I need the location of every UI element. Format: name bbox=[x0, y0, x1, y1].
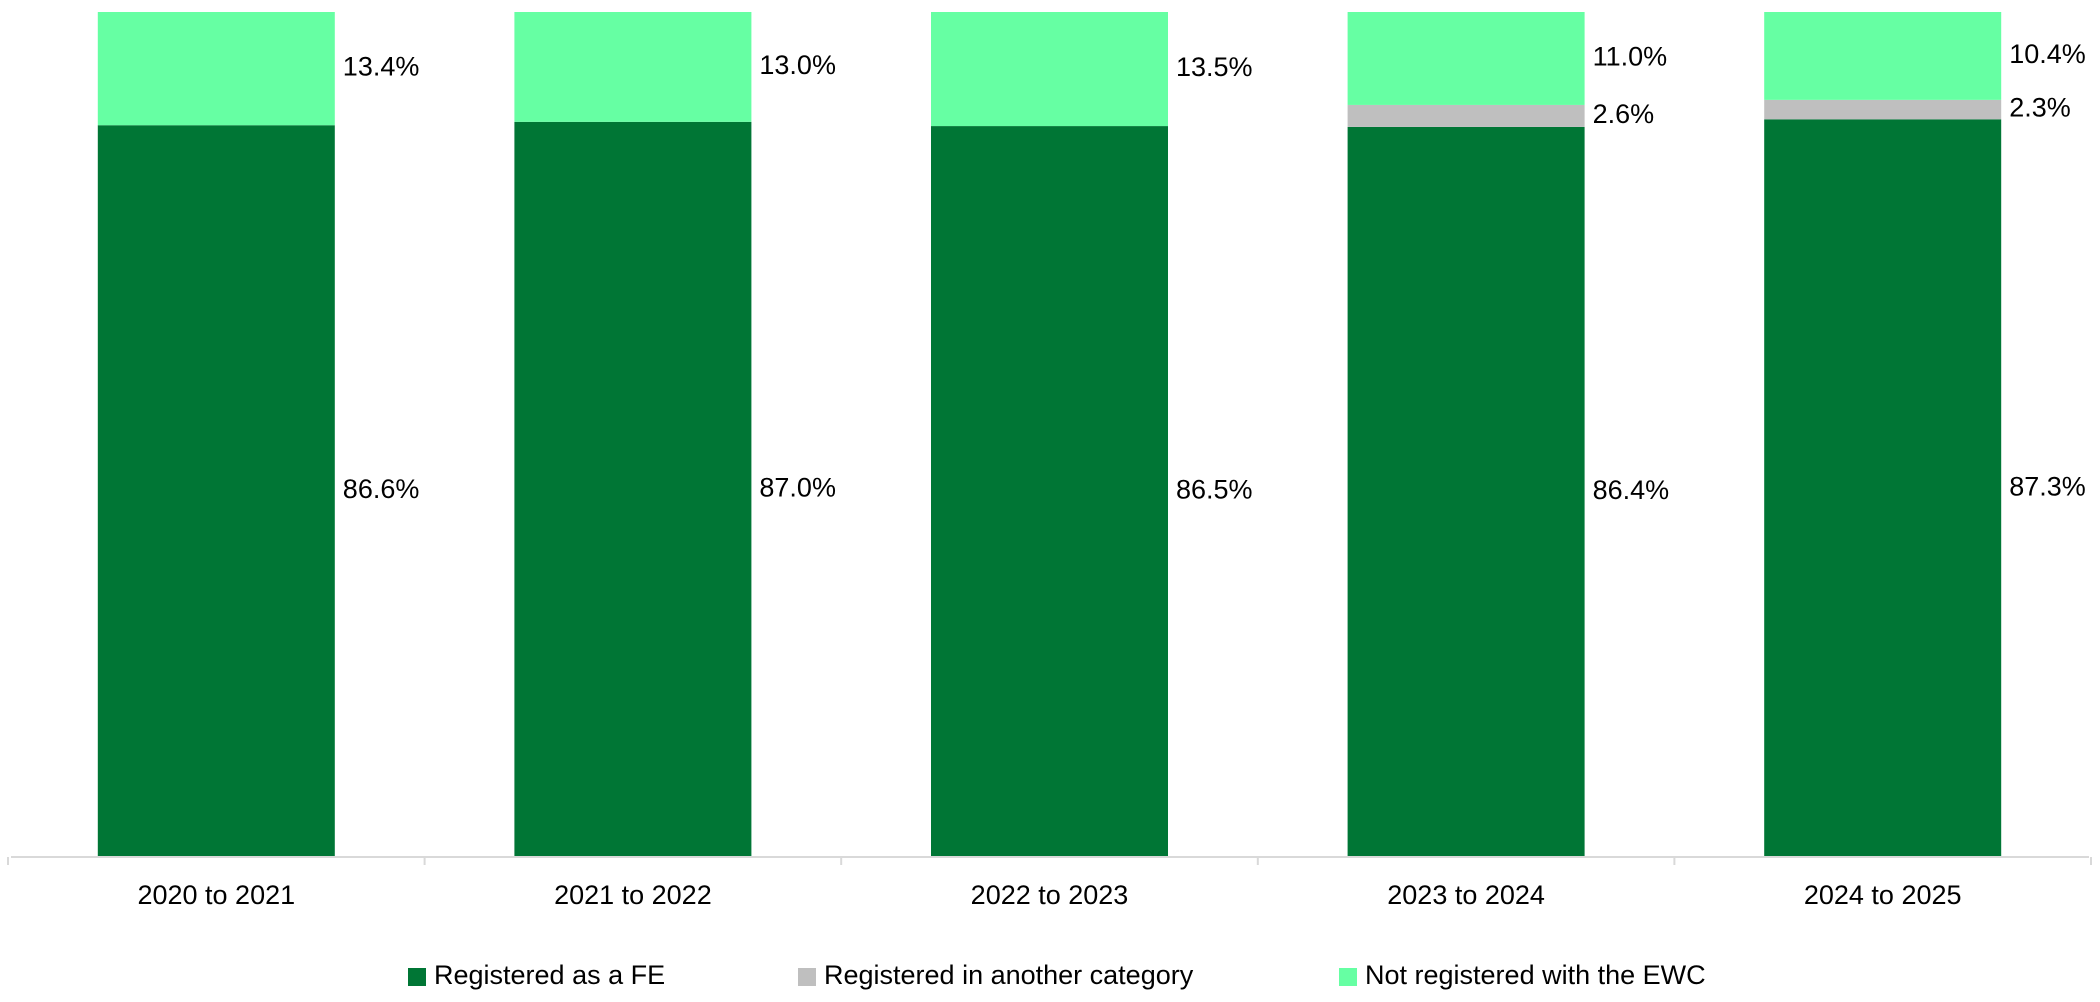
legend-label: Registered in another category bbox=[824, 960, 1194, 990]
data-label: 87.3% bbox=[2009, 471, 2086, 501]
bar-segment bbox=[1347, 126, 1585, 858]
data-label: 13.5% bbox=[1176, 52, 1253, 82]
legend-label: Registered as a FE bbox=[434, 960, 665, 990]
x-tick-label: 2024 to 2025 bbox=[1804, 880, 1962, 910]
bar-segment bbox=[97, 125, 335, 858]
legend-swatch bbox=[408, 968, 426, 986]
data-label: 87.0% bbox=[759, 473, 836, 503]
data-label: 2.3% bbox=[2009, 93, 2071, 123]
bar-segment bbox=[97, 12, 335, 126]
x-tick-label: 2020 to 2021 bbox=[137, 880, 295, 910]
bar-segment bbox=[1347, 104, 1585, 127]
bar-segment bbox=[1347, 12, 1585, 105]
data-label: 86.6% bbox=[343, 474, 420, 504]
data-label: 13.4% bbox=[343, 52, 420, 82]
legend-label: Not registered with the EWC bbox=[1365, 960, 1706, 990]
x-tick-label: 2021 to 2022 bbox=[554, 880, 712, 910]
bar-segment bbox=[514, 121, 752, 858]
data-label: 86.5% bbox=[1176, 475, 1253, 505]
legend-swatch bbox=[798, 968, 816, 986]
data-label: 13.0% bbox=[759, 50, 836, 80]
bar-segment bbox=[931, 126, 1168, 857]
data-label: 11.0% bbox=[1593, 42, 1668, 72]
legend-swatch bbox=[1339, 968, 1357, 986]
data-label: 2.6% bbox=[1593, 99, 1655, 129]
bar-segment bbox=[1764, 119, 2002, 857]
data-label: 86.4% bbox=[1593, 475, 1670, 505]
x-tick-label: 2022 to 2023 bbox=[971, 880, 1129, 910]
x-tick-label: 2023 to 2024 bbox=[1387, 880, 1545, 910]
bar-segment bbox=[514, 12, 752, 122]
bar-segment bbox=[1764, 12, 2002, 100]
data-label: 10.4% bbox=[2009, 39, 2086, 69]
bar-segment bbox=[931, 12, 1168, 127]
bar-segment bbox=[1764, 99, 2002, 120]
